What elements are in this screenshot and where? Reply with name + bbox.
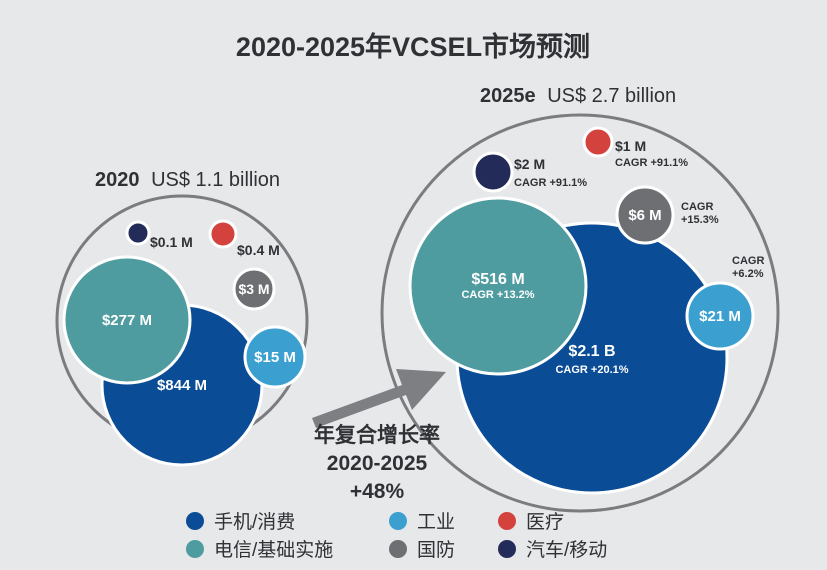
bubble-g0-item3: [232, 267, 276, 311]
bubble-value-label-g0-item5: $0.1 M: [150, 234, 193, 250]
legend-label-1: 工业: [417, 511, 455, 533]
bubble-value-label-g1-item1: $516 M: [471, 271, 524, 288]
bubble-value-label-g0-item3: $3 M: [238, 281, 269, 297]
bubble-g0-item4: [208, 219, 238, 249]
bubble-value-label-g1-item5: $1 M: [615, 138, 646, 154]
legend-swatch-4: [389, 540, 407, 558]
bubble-value-label-g0-item1: $277 M: [102, 312, 152, 329]
legend-label-2: 医疗: [526, 511, 564, 533]
group-year-2025e: 2025e: [480, 85, 536, 107]
bubble-g0-item5: [125, 220, 151, 246]
legend-swatch-0: [186, 512, 204, 530]
bubble-cagr-label-g1-item3-0: CAGR: [681, 201, 713, 213]
group-total-2025e: US$ 2.7 billion: [547, 85, 676, 107]
legend-label-4: 国防: [417, 539, 455, 561]
bubble-cagr-label-g1-item2-0: CAGR: [732, 255, 764, 267]
bubble-cagr-label-g1-item1: CAGR +13.2%: [461, 289, 534, 301]
bubble-cagr-label-g1-item3-1: +15.3%: [681, 214, 719, 226]
bubble-cagr-label-g1-item2-1: +6.2%: [732, 268, 764, 280]
bubble-cagr-label-g1-item0: CAGR +20.1%: [555, 364, 628, 376]
bubble-value-label-g0-item2: $15 M: [254, 349, 296, 366]
legend-swatch-1: [389, 512, 407, 530]
group-heading-2025e: 2025e US$ 2.7 billion: [480, 85, 676, 107]
bubble-value-label-g1-item4: $2 M: [514, 156, 545, 172]
chart-title: 2020-2025年VCSEL市场预测: [236, 31, 590, 62]
bubbles-layer: $844 M $277 M $15 M $3 M $0.4 M $0.1 M $2.1 B C…: [62, 126, 764, 495]
bubble-value-label-g1-item2: $21 M: [699, 308, 741, 325]
bubble-g1-item1: [408, 196, 588, 376]
group-total-2020: US$ 1.1 billion: [151, 169, 280, 191]
legend-swatch-5: [498, 540, 516, 558]
overall-cagr-period: 2020-2025: [327, 452, 428, 475]
legend-label-0: 手机/消费: [214, 511, 295, 533]
legend-label-5: 汽车/移动: [526, 539, 607, 561]
bubble-value-label-g1-item0: $2.1 B: [568, 343, 615, 360]
bubble-g1-item3: [615, 185, 675, 245]
group-ring-2025e: [380, 113, 780, 513]
bubble-value-label-g1-item3: $6 M: [628, 207, 661, 224]
overall-cagr-label: 年复合增长率: [314, 423, 440, 447]
group-heading-2020: 2020 US$ 1.1 billion: [95, 169, 280, 191]
bubble-cagr-label-g1-item5-0: CAGR +91.1%: [615, 157, 688, 169]
legend-swatch-2: [498, 512, 516, 530]
legend-label-3: 电信/基础实施: [214, 539, 333, 561]
bubble-value-label-g0-item0: $844 M: [157, 377, 207, 394]
bubble-value-label-g0-item4: $0.4 M: [237, 242, 280, 258]
bubble-g0-item2: [243, 325, 307, 389]
growth-arrow: [312, 369, 446, 428]
bubble-g1-item4: [472, 151, 514, 193]
group-year-2020: 2020: [95, 169, 140, 191]
bubble-cagr-label-g1-item4-0: CAGR +91.1%: [514, 177, 587, 189]
bubble-g0-item1: [62, 255, 192, 385]
overall-cagr-value: +48%: [350, 480, 405, 503]
bubble-g1-item5: [582, 126, 614, 158]
bubble-g1-item2: [685, 281, 755, 351]
legend-swatch-3: [186, 540, 204, 558]
